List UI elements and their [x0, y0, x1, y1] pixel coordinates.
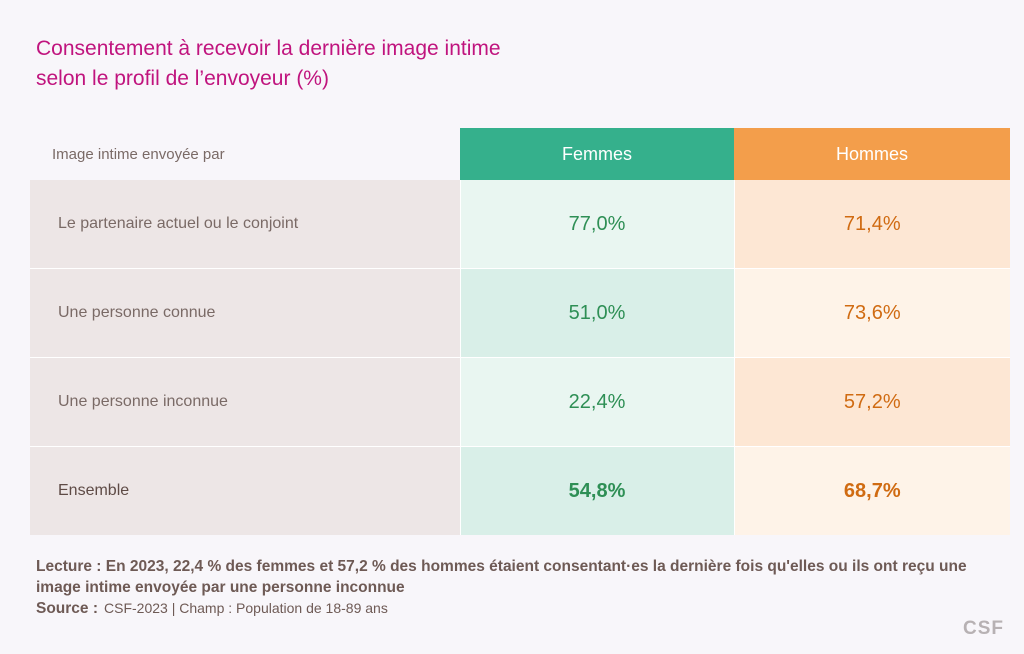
footnote: Lecture : En 2023, 22,4 % des femmes et …	[36, 556, 986, 619]
hommes-value: 73,6%	[734, 268, 1010, 358]
chart-title: Consentement à recevoir la dernière imag…	[36, 34, 596, 94]
row-label: Une personne connue	[30, 268, 461, 358]
femmes-value: 77,0%	[460, 180, 735, 269]
header-row: Image intime envoyée par Femmes Hommes	[30, 128, 1010, 180]
hommes-value: 71,4%	[734, 180, 1010, 269]
row-label: Une personne inconnue	[30, 357, 461, 447]
column-header-femmes: Femmes	[460, 128, 734, 180]
row-label: Ensemble	[30, 446, 461, 535]
hommes-value: 68,7%	[734, 446, 1010, 535]
hommes-value: 57,2%	[734, 357, 1010, 447]
row-header-label: Image intime envoyée par	[30, 128, 460, 180]
table-row-total: Ensemble 54,8% 68,7%	[30, 446, 1010, 535]
table-row: Le partenaire actuel ou le conjoint 77,0…	[30, 180, 1010, 269]
chart-title-line-2: selon le profil de l’envoyeur (%)	[36, 67, 329, 90]
table-row: Une personne inconnue 22,4% 57,2%	[30, 357, 1010, 447]
femmes-value: 22,4%	[460, 357, 735, 447]
row-label: Le partenaire actuel ou le conjoint	[30, 180, 461, 269]
data-table: Image intime envoyée par Femmes Hommes L…	[30, 128, 1010, 535]
table-row: Une personne connue 51,0% 73,6%	[30, 268, 1010, 358]
source-value: CSF-2023 | Champ : Population de 18-89 a…	[104, 600, 388, 616]
femmes-value: 51,0%	[460, 268, 735, 358]
source-note: Source : CSF-2023 | Champ : Population de…	[36, 598, 986, 619]
chart-title-line-1: Consentement à recevoir la dernière imag…	[36, 37, 501, 60]
femmes-value: 54,8%	[460, 446, 735, 535]
csf-logo: CSF	[963, 618, 1004, 639]
reading-note: Lecture : En 2023, 22,4 % des femmes et …	[36, 558, 967, 596]
column-header-hommes: Hommes	[734, 128, 1010, 180]
source-label: Source :	[36, 600, 99, 617]
